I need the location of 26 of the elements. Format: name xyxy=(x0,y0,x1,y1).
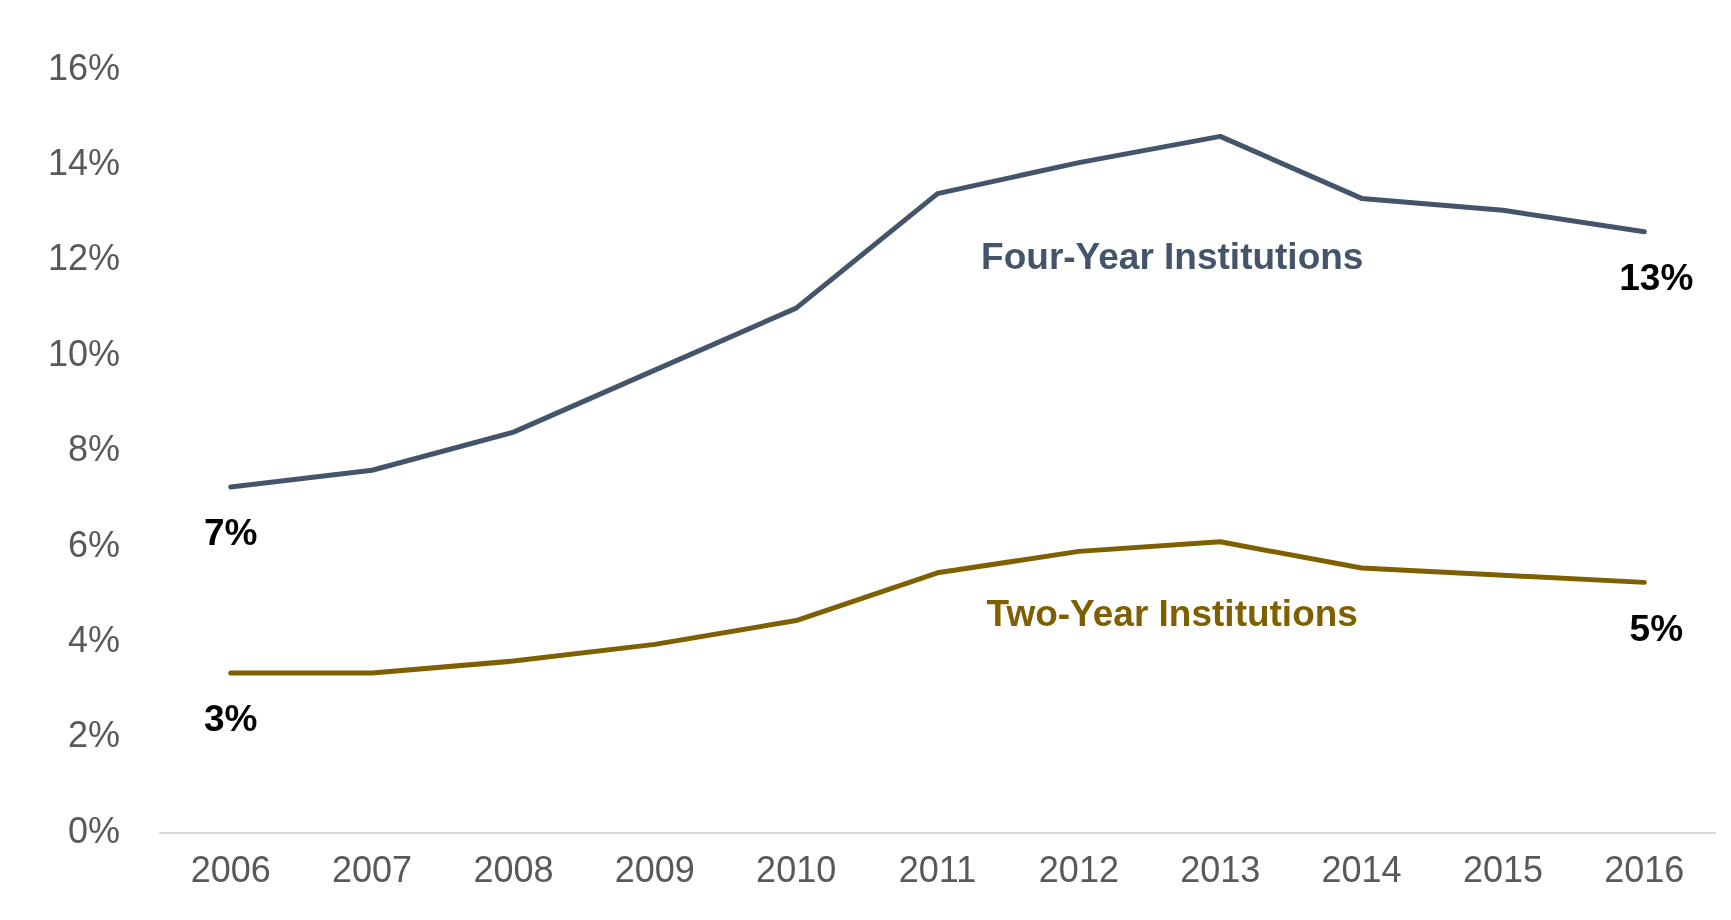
x-tick-label: 2016 xyxy=(1604,849,1685,891)
y-tick-label: 10% xyxy=(47,332,121,374)
x-tick-label: 2008 xyxy=(473,849,554,891)
x-tick-label: 2014 xyxy=(1321,849,1402,891)
y-tick-label: 14% xyxy=(47,141,121,183)
y-tick-label: 0% xyxy=(68,809,121,851)
data-label: 5% xyxy=(1629,607,1684,649)
y-tick-label: 2% xyxy=(68,714,121,756)
x-tick-label: 2011 xyxy=(898,849,977,891)
data-label: 7% xyxy=(203,512,258,554)
data-label: 3% xyxy=(203,698,258,740)
y-tick-label: 8% xyxy=(68,428,121,470)
x-tick-label: 2012 xyxy=(1038,849,1119,891)
y-tick-label: 12% xyxy=(47,237,121,279)
x-tick-label: 2015 xyxy=(1462,849,1544,891)
x-tick-label: 2006 xyxy=(190,849,271,891)
series-label: Two-Year Institutions xyxy=(986,593,1358,635)
y-tick-label: 6% xyxy=(68,523,121,565)
x-tick-label: 2010 xyxy=(756,849,837,891)
x-tick-label: 2007 xyxy=(332,849,413,891)
y-tick-label: 4% xyxy=(68,618,121,660)
data-label: 13% xyxy=(1619,256,1694,298)
series-label: Four-Year Institutions xyxy=(981,235,1364,277)
x-tick-label: 2013 xyxy=(1180,849,1261,891)
y-tick-label: 16% xyxy=(47,46,121,88)
x-tick-label: 2009 xyxy=(614,849,695,891)
